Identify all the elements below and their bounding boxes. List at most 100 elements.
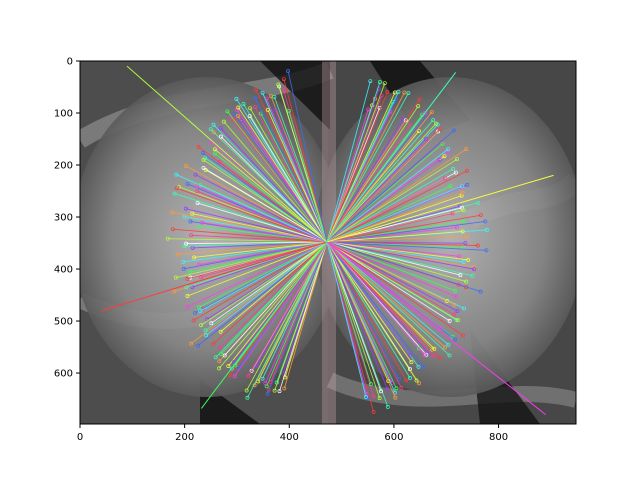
keypoint-marker [183,163,188,168]
match-line [265,241,328,384]
keypoint-marker [459,184,464,189]
keypoint-marker [452,128,456,133]
match-line [197,241,328,346]
keypoint-marker [222,353,227,358]
keypoint-marker [464,234,469,239]
keypoint-marker [450,334,455,339]
match-line [326,241,455,306]
x-axis: 0 200 400 600 800 [77,424,508,443]
match-line [220,136,328,243]
keypoint-marker [193,172,198,177]
keypoint-marker [191,318,196,323]
keypoint-marker [217,366,222,371]
match-line [287,71,328,243]
match-line [326,241,396,398]
x-tick-label: 400 [280,432,299,443]
match-line [326,138,427,243]
match-line [326,241,469,261]
match-line [326,241,449,346]
keypoint-marker [476,200,481,205]
keypoint-marker [212,147,217,152]
keypoint-marker [462,219,467,224]
match-line [326,230,463,243]
keypoint-marker [241,102,246,106]
keypoint-marker [472,265,477,270]
keypoint-marker [260,90,265,95]
match-line [326,241,411,356]
keypoint-marker [226,364,231,368]
keypoint-marker [454,318,459,322]
match-line [326,241,434,357]
match-line [326,241,367,398]
match-line [326,241,450,356]
match-line [326,207,463,243]
keypoint-marker [453,170,458,175]
keypoint-marker [450,211,455,216]
keypoint-marker [446,342,451,347]
match-line [326,128,441,243]
keypoint-marker [416,364,421,369]
keypoint-marker [201,151,205,155]
keypoint-marker [431,354,436,359]
keypoint-marker [172,289,177,294]
match-lines [101,65,554,416]
keypoint-marker [460,190,465,195]
keypoint-marker [458,273,463,278]
match-line [255,89,328,243]
keypoint-marker [245,395,250,400]
keypoint-marker [478,289,483,294]
keypoint-marker [470,273,475,278]
match-line [326,72,457,243]
keypoint-marker [457,254,462,259]
keypoint-marker [248,106,253,111]
keypoint-marker [197,224,202,229]
keypoint-marker [268,94,273,98]
match-line [213,124,328,243]
match-line [326,81,371,243]
keypoint-marker [430,347,435,352]
match-line [326,158,458,243]
keypoint-marker [409,360,414,365]
keypoint-marker [379,389,383,394]
match-line [326,241,546,416]
keypoint-marker [217,359,222,364]
keypoint-marker [209,321,214,326]
match-line [267,241,328,394]
match-line [326,168,454,243]
match-line [326,241,382,392]
keypoint-marker [196,343,201,348]
keypoint-marker [385,387,390,392]
keypoint-marker [462,306,467,311]
match-line [234,241,328,377]
match-line [326,241,464,263]
match-line [326,241,461,276]
keypoint-marker [253,96,258,101]
keypoint-marker [385,404,390,409]
keypoint-marker [190,211,195,216]
match-line [273,96,328,243]
match-line [326,241,455,315]
keypoint-marker [181,266,186,271]
match-line [213,241,328,345]
match-line [288,110,328,243]
keypoint-marker [286,108,291,113]
match-line [326,241,456,292]
match-line [172,211,328,243]
keypoint-marker [461,333,465,338]
keypoint-marker [239,118,244,123]
keypoint-marker [195,201,200,205]
keypoint-marker [421,365,426,370]
match-line [326,241,440,359]
keypoint-marker [443,176,448,181]
keypoint-marker [436,129,441,134]
keypoint-marker [244,388,249,393]
keypoint-marker [429,110,434,114]
keypoint-marker [377,396,382,401]
keypoint-marker [447,353,452,358]
keypoint-marker [185,294,190,298]
keypoint-marker [193,310,198,315]
match-line [211,241,328,324]
keypoint-marker [454,225,459,230]
match-line [218,241,328,369]
